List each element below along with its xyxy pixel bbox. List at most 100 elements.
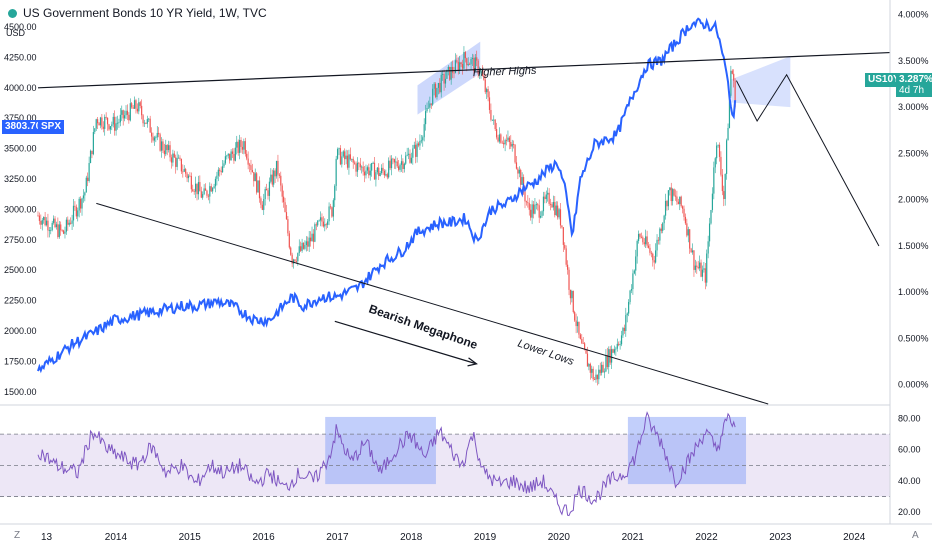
- spx-candle-body: [48, 230, 50, 232]
- spx-candle-body: [146, 119, 148, 124]
- spx-candle-body: [389, 160, 391, 169]
- spx-candle-body: [61, 230, 63, 232]
- spx-candle-body: [47, 220, 49, 231]
- x-tick-label: 13: [41, 532, 53, 543]
- us10y-label-badge[interactable]: US10Y: [865, 73, 903, 87]
- spx-candle-body: [495, 129, 498, 138]
- spx-candle-body: [622, 327, 624, 336]
- spx-candle-body: [501, 142, 503, 144]
- spx-candle-body: [82, 195, 85, 199]
- spx-candle-body: [416, 143, 418, 157]
- corner-left-label[interactable]: Z: [14, 530, 21, 541]
- spx-candle-body: [114, 116, 116, 131]
- spx-candle-body: [649, 247, 651, 253]
- spx-candle-body: [430, 103, 432, 105]
- spx-candle-body: [576, 321, 579, 327]
- spx-candle-body: [246, 153, 248, 159]
- spx-candle-body: [131, 103, 133, 108]
- spx-candle-body: [383, 170, 386, 176]
- lower-lows-label: Lower Lows: [516, 337, 576, 368]
- corner-right-label[interactable]: A: [912, 530, 919, 541]
- us10y-value-badge[interactable]: 3.287% 4d 7h: [896, 73, 932, 97]
- spx-candle-body: [190, 176, 192, 190]
- spx-candle-body: [132, 107, 134, 109]
- spx-candle-body: [630, 289, 633, 291]
- spx-candle-body: [500, 134, 502, 143]
- spx-candle-body: [647, 245, 650, 248]
- spx-candle-body: [677, 201, 679, 205]
- spx-candle-body: [162, 141, 164, 151]
- spx-candle-body: [726, 140, 728, 174]
- spx-candle-body: [53, 218, 55, 223]
- spx-candle-body: [38, 215, 41, 221]
- spx-candle-body: [295, 261, 298, 262]
- spx-candle-body: [106, 117, 109, 125]
- spx-candle-body: [270, 174, 272, 182]
- spx-candle-body: [402, 161, 404, 170]
- spx-candle-body: [280, 175, 282, 186]
- spx-candle-body: [633, 270, 635, 274]
- spx-candle-body: [555, 205, 557, 216]
- spx-candle-body: [344, 151, 346, 160]
- spx-candle-body: [400, 161, 403, 165]
- spx-candle-body: [318, 220, 320, 222]
- spx-candle-body: [236, 141, 238, 148]
- spx-candle-body: [187, 175, 190, 179]
- spx-candle-body: [405, 155, 407, 164]
- spx-candle-body: [564, 244, 566, 249]
- spx-candle-body: [305, 241, 307, 246]
- spx-candle-body: [731, 70, 733, 74]
- spx-candle-body: [67, 219, 69, 225]
- spx-candle-body: [699, 262, 701, 269]
- spx-candle-body: [244, 141, 246, 154]
- spx-candle-body: [672, 189, 674, 202]
- spx-candle-body: [363, 171, 366, 176]
- spx-candle-body: [119, 114, 121, 123]
- spx-candle-body: [618, 343, 620, 345]
- spx-candle-body: [483, 75, 485, 80]
- spx-label-badge[interactable]: SPX: [38, 120, 65, 134]
- spx-candle-body: [105, 116, 107, 118]
- spx-value-badge[interactable]: 3803.70: [2, 120, 45, 134]
- spx-candle-body: [605, 355, 607, 372]
- spx-candle-body: [562, 227, 564, 245]
- spx-candle-body: [55, 224, 58, 228]
- spx-candle-body: [578, 321, 580, 335]
- spx-candle-body: [62, 230, 65, 234]
- spx-candle-body: [386, 174, 388, 178]
- spx-candle-body: [153, 137, 156, 141]
- spx-candles: [37, 46, 736, 386]
- spx-candle-body: [461, 64, 464, 69]
- spx-candle-body: [250, 165, 252, 170]
- spx-candle-body: [508, 137, 510, 143]
- spx-candle-body: [691, 250, 694, 253]
- x-tick-label: 2023: [769, 532, 792, 543]
- spx-tick-label: 4250.00: [4, 52, 37, 62]
- spx-candle-body: [602, 364, 604, 373]
- spx-candle-body: [432, 88, 434, 105]
- spx-candle-body: [398, 166, 400, 170]
- spx-tick-label: 2000.00: [4, 326, 37, 336]
- spx-candle-body: [109, 126, 112, 130]
- spx-candle-body: [593, 379, 596, 380]
- spx-candle-body: [659, 228, 661, 241]
- spx-candle-body: [609, 349, 611, 363]
- spx-candle-body: [491, 119, 493, 121]
- spx-candle-body: [145, 122, 147, 124]
- spx-candle-body: [716, 145, 718, 159]
- spx-candle-body: [687, 229, 689, 236]
- spx-candle-body: [581, 338, 583, 344]
- spx-candle-body: [517, 168, 519, 174]
- spx-candle-body: [121, 110, 123, 115]
- spx-label: SPX: [41, 121, 62, 132]
- spx-tick-label: 3250.00: [4, 174, 37, 184]
- spx-candle-body: [346, 155, 349, 168]
- spx-candle-body: [85, 177, 87, 193]
- spx-candle-body: [511, 143, 513, 147]
- spx-candle-body: [422, 137, 424, 141]
- spx-candle-body: [710, 209, 712, 224]
- spx-candle-body: [212, 188, 214, 192]
- spx-candle-body: [662, 223, 664, 231]
